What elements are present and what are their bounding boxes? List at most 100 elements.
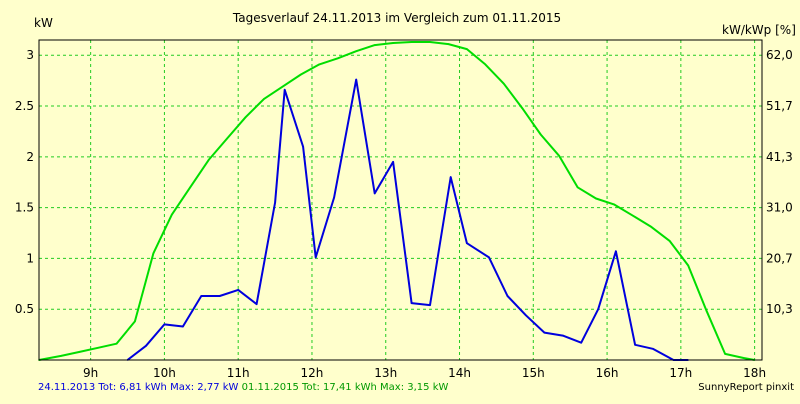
data-point [615,250,617,253]
data-point [263,98,265,100]
y-right-tick-label: 51,7 [766,99,793,113]
x-tick-label: 15h [522,366,545,380]
y-axis-right-label: kW/kWp [%] [722,23,796,37]
tick-labels: 9h 10h 11h 12h 13h 14h 15h 16h 17h 18h 0.5 1 1.5 2 2.5… [15,48,793,380]
data-point [525,314,527,317]
x-tick-label: 12h [301,366,324,380]
plot-frame [38,39,763,361]
data-point [237,289,239,291]
data-point [484,63,487,66]
data-point [595,197,597,200]
data-point [355,50,358,52]
data-point [506,295,509,297]
grid [39,40,762,360]
data-point [466,242,468,244]
data-point [314,256,317,259]
data-point [355,78,358,81]
x-tick-label: 9h [83,366,98,380]
series1-summary: 24.11.2013 Tot: 6,81 kWh Max: 2,77 kW [38,382,239,393]
data-point [634,344,636,346]
data-point [705,310,708,313]
data-point [145,345,147,347]
data-point [742,357,745,359]
data-point [244,116,247,118]
data-point [466,48,468,50]
data-point [449,176,452,178]
credit-label: SunnyReport pinxit [698,382,794,393]
data-point [333,196,335,199]
data-point [163,323,166,326]
data-point [392,42,394,44]
data-point [488,256,490,259]
chart-title: Tagesverlauf 24.11.2013 im Vergleich zum… [232,11,561,25]
x-tick-label: 16h [596,366,619,380]
x-tick-label: 11h [227,366,250,380]
data-point [171,213,173,216]
series2-summary: 01.11.2015 Tot: 17,41 kWh Max: 3,15 kW [241,382,449,393]
data-point [632,214,634,217]
x-tick-label: 13h [374,366,397,380]
y-right-tick-label: 62,0 [766,48,793,62]
data-point [318,63,321,66]
data-point [97,347,99,349]
data-point [429,41,431,43]
y-right-tick-label: 10,3 [766,302,793,316]
series-layer [38,41,756,361]
data-point [78,351,81,353]
data-point [597,308,599,311]
series-line-01.11.2015 [38,41,755,361]
data-point [724,353,726,355]
data-point [558,155,560,157]
data-point [580,341,582,344]
y-right-tick-label: 20,7 [766,251,793,265]
data-point [337,57,339,60]
x-tick-label: 10h [153,366,176,380]
data-point [539,133,542,136]
footer-summary: 24.11.2013 Tot: 6,81 kWh Max: 2,77 kW 01… [38,382,448,393]
y-left-tick-label: 1 [26,251,34,265]
x-tick-label: 18h [743,366,766,380]
data-point [207,159,210,161]
data-point [134,320,136,323]
x-tick-label: 14h [448,366,471,380]
data-point [562,334,564,337]
data-point [652,348,654,350]
y-left-tick-label: 1.5 [15,201,34,215]
data-point [447,43,450,45]
data-point [410,41,413,43]
y-left-tick-label: 2.5 [15,99,34,113]
data-point [152,252,155,255]
y-left-tick-label: 2 [26,150,34,164]
y-left-tick-label: 0.5 [15,302,34,316]
x-tick-label: 17h [669,366,692,380]
data-point [189,186,191,189]
data-point [687,264,689,267]
data-point [521,107,523,109]
data-point [373,44,376,46]
y-axis-left-label: kW [34,16,53,30]
data-point [255,303,258,305]
y-right-tick-label: 31,0 [766,201,793,215]
data-point [392,161,394,163]
data-point [669,240,671,242]
data-point [283,89,286,91]
y-left-tick-label: 3 [26,48,34,62]
data-point [373,192,376,195]
data-point [650,226,653,228]
series-line-24.11.2013 [126,78,689,361]
data-point [576,186,579,189]
data-point [302,145,304,148]
data-point [300,73,302,76]
data-point [218,295,221,297]
data-point [410,302,413,304]
data-point [115,342,118,345]
data-point [200,295,203,297]
data-point [226,137,228,140]
data-point [60,355,62,357]
data-point [274,201,276,204]
data-point [281,85,284,88]
data-point [429,304,431,306]
data-point [613,203,616,206]
